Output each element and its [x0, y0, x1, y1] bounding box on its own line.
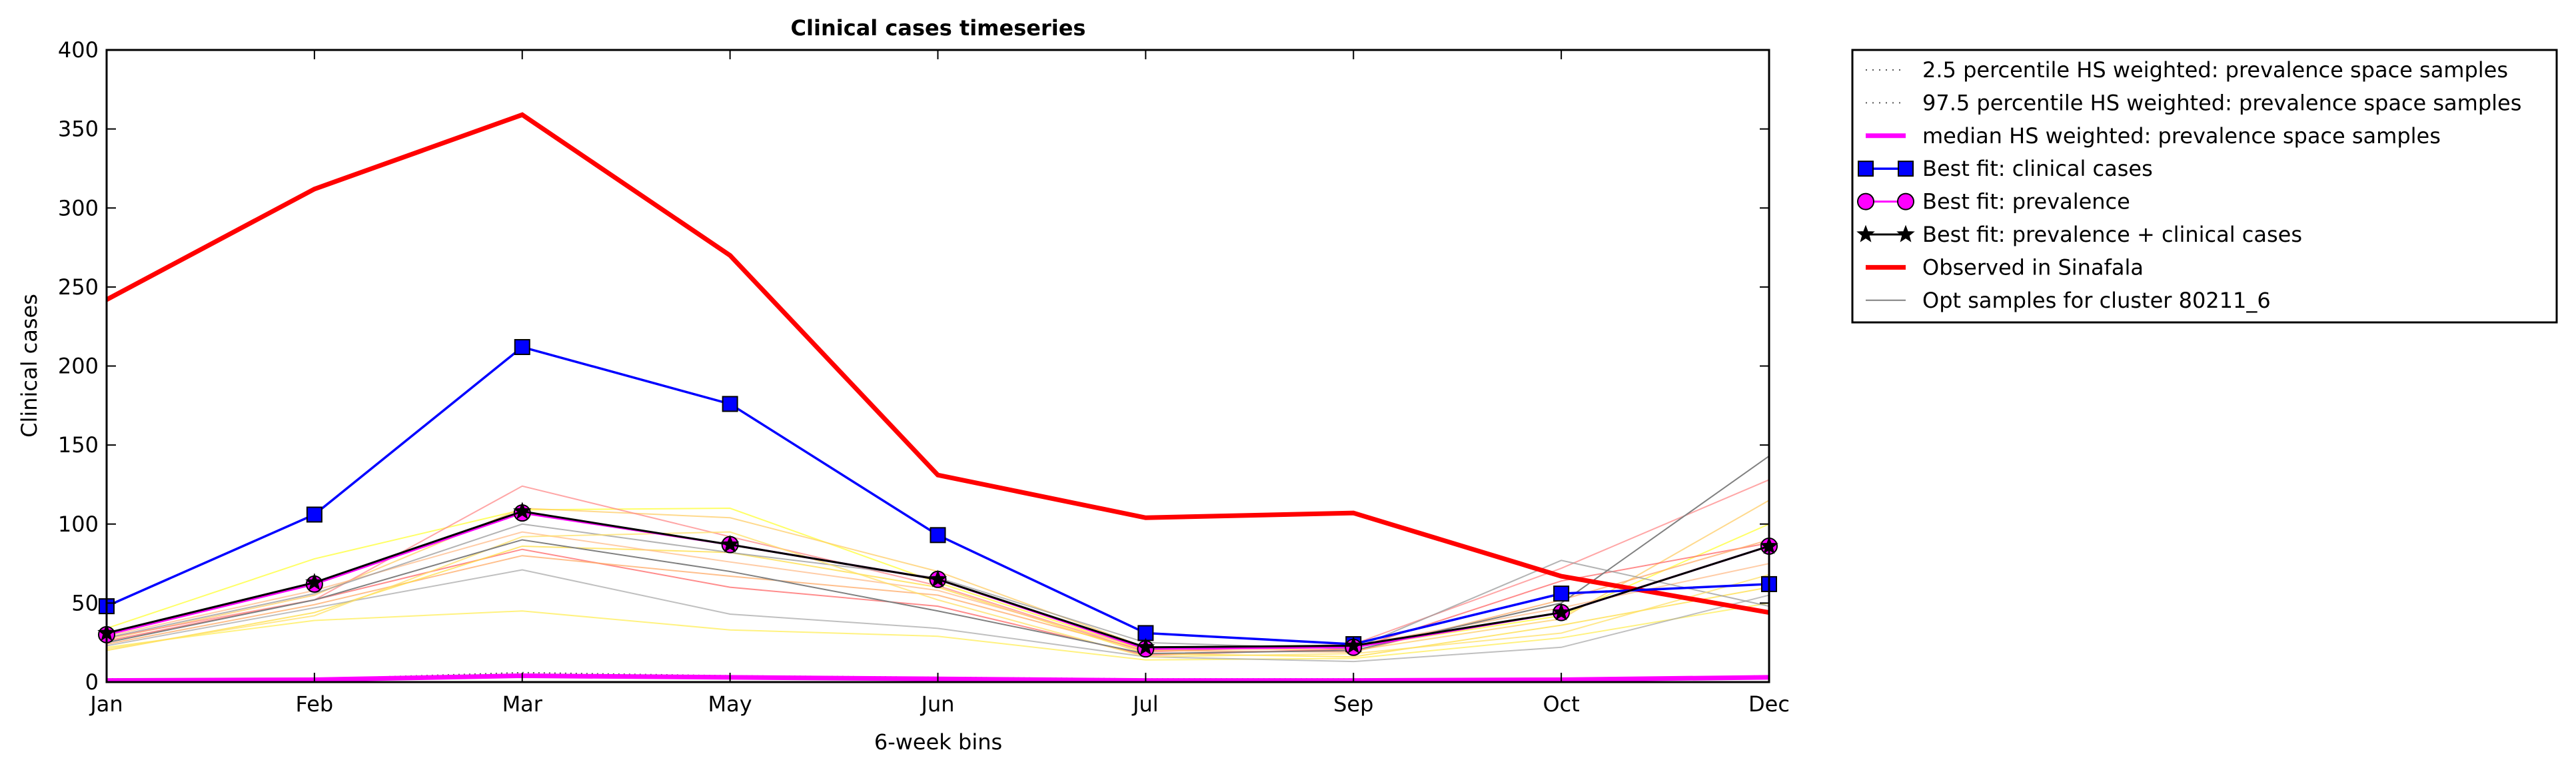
series-5 [97, 502, 1778, 655]
x-tick-label: May [708, 691, 752, 717]
legend-entry-3: Best fit: clinical cases [1858, 156, 2153, 181]
legend-label: median HS weighted: prevalence space sam… [1922, 123, 2441, 149]
legend-entry-5: Best fit: prevalence + clinical cases [1856, 222, 2302, 247]
series-line-6 [105, 112, 1770, 615]
x-tick-label: Oct [1543, 691, 1579, 717]
legend-entry-0: 2.5 percentile HS weighted: prevalence s… [1866, 57, 2508, 83]
legend: 2.5 percentile HS weighted: prevalence s… [1851, 49, 2558, 324]
legend-label: Opt samples for cluster 80211_6 [1922, 288, 2271, 313]
x-tick-label: Sep [1333, 691, 1373, 717]
legend-label: Best fit: prevalence [1922, 189, 2130, 214]
series-3-point-4 [930, 527, 946, 544]
legend-entry-2: median HS weighted: prevalence space sam… [1866, 123, 2441, 149]
x-tick-label: Feb [296, 691, 334, 717]
series-5-point-5 [1136, 637, 1155, 655]
sample-line-5 [106, 539, 1770, 653]
series-5-point-4 [928, 570, 948, 587]
series-3-point-1 [306, 506, 322, 523]
series-6 [105, 112, 1770, 615]
x-tick-label: Jan [89, 691, 123, 717]
legend-marker [1857, 193, 1874, 210]
x-tick-label: Mar [502, 691, 543, 717]
x-axis-label: 6-week bins [874, 729, 1002, 755]
axes: 0 50 100 150 200 250 300 350 400 Jan Feb Mar May Jun J… [58, 37, 1790, 717]
chart-title: Clinical cases timeseries [791, 15, 1086, 41]
series-5-point-7 [1552, 603, 1571, 621]
legend-label: Best fit: prevalence + clinical cases [1922, 222, 2302, 247]
sample-line-1 [106, 602, 1770, 661]
legend-marker [1856, 224, 1875, 242]
x-tick-label: Jun [920, 691, 955, 717]
legend-marker [1898, 161, 1914, 177]
legend-entry-6: Observed in Sinafala [1866, 254, 2144, 280]
y-tick-label: 300 [58, 195, 99, 220]
series-5-point-3 [720, 535, 740, 553]
y-axis-label: Clinical cases [17, 294, 42, 438]
series-5-point-6 [1344, 635, 1363, 654]
sample-line-8 [106, 569, 1770, 663]
legend-entry-1: 97.5 percentile HS weighted: prevalence … [1866, 90, 2521, 115]
y-tick-label: 400 [58, 37, 99, 63]
series-5-point-2 [513, 502, 532, 520]
legend-frame [1851, 49, 2558, 324]
series-line-7 [106, 455, 1770, 655]
legend-label: Observed in Sinafala [1922, 254, 2144, 280]
y-tick-label: 200 [58, 354, 99, 379]
legend-marker [1858, 161, 1874, 177]
legend-entry-4: Best fit: prevalence [1857, 189, 2130, 214]
y-tick-label: 350 [58, 117, 99, 142]
series-3-point-2 [514, 339, 530, 356]
y-tick-label: 50 [71, 590, 99, 615]
legend-label: Best fit: clinical cases [1922, 156, 2153, 181]
legend-marker [1897, 193, 1914, 210]
sample-line-4 [106, 542, 1770, 656]
y-tick-label: 100 [58, 512, 99, 537]
legend-entry-7: Opt samples for cluster 80211_6 [1866, 288, 2271, 313]
y-tick-label: 150 [58, 432, 99, 458]
plot-area [97, 112, 1778, 683]
x-tick-label: Jul [1131, 691, 1159, 717]
y-tick-label: 0 [85, 669, 99, 695]
series-3 [99, 339, 1777, 653]
legend-label: 97.5 percentile HS weighted: prevalence … [1922, 90, 2521, 115]
legend-marker [1896, 224, 1915, 242]
sample-line-10 [106, 531, 1770, 658]
series-7 [106, 455, 1770, 655]
series-3-point-7 [1553, 585, 1570, 602]
series-5-point-1 [305, 573, 324, 591]
x-tick-label: Dec [1748, 691, 1790, 717]
legend-label: 2.5 percentile HS weighted: prevalence s… [1922, 57, 2508, 83]
series-3-point-3 [722, 396, 738, 412]
y-tick-label: 250 [58, 274, 99, 300]
